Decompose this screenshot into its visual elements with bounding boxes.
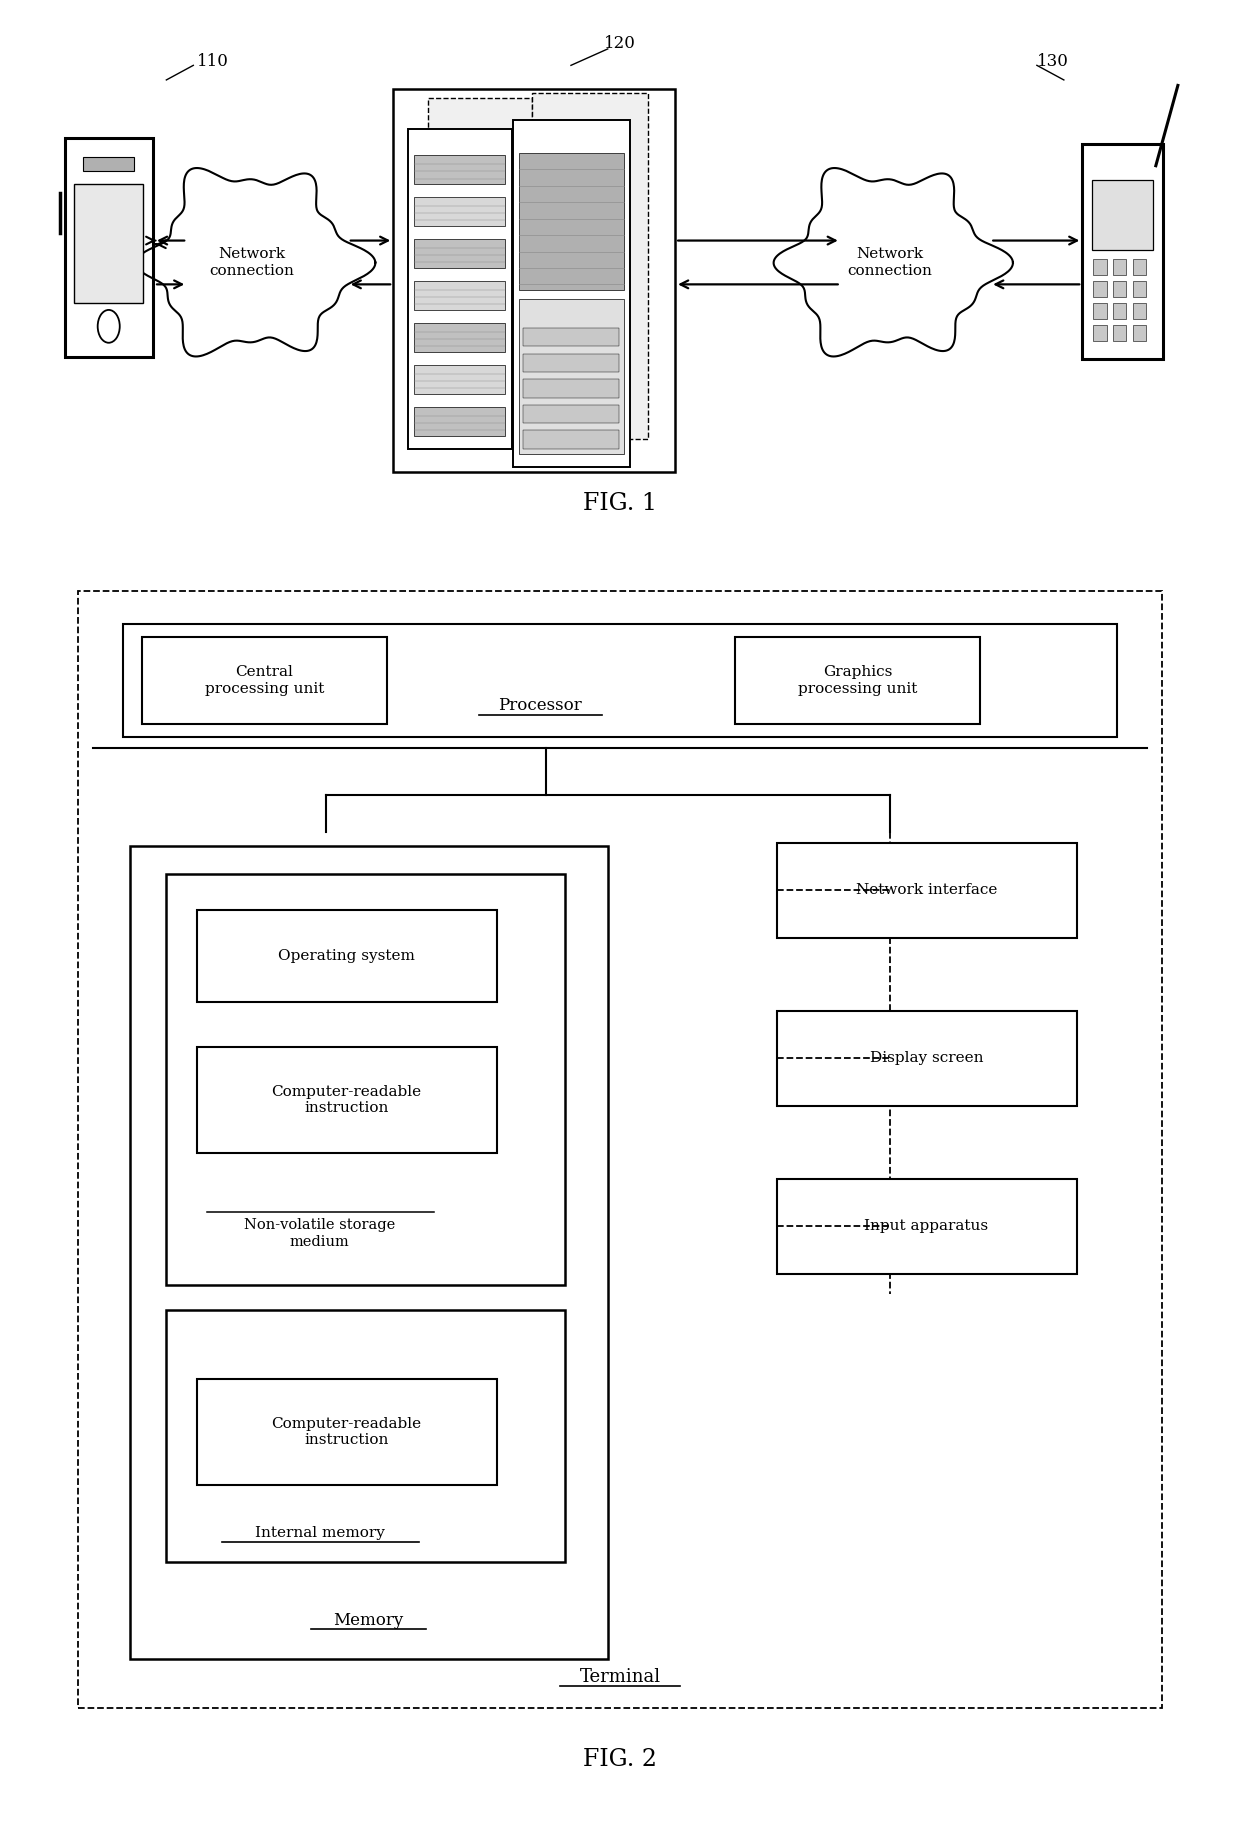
FancyBboxPatch shape: [1094, 324, 1107, 340]
FancyBboxPatch shape: [523, 405, 619, 423]
FancyBboxPatch shape: [1094, 259, 1107, 276]
Text: Central
processing unit: Central processing unit: [205, 666, 324, 695]
FancyBboxPatch shape: [777, 1179, 1078, 1274]
Text: Terminal: Terminal: [579, 1668, 661, 1686]
Text: Graphics
processing unit: Graphics processing unit: [799, 666, 918, 695]
FancyBboxPatch shape: [414, 154, 505, 184]
FancyBboxPatch shape: [166, 874, 565, 1284]
Text: FIG. 2: FIG. 2: [583, 1747, 657, 1771]
Polygon shape: [136, 167, 376, 357]
FancyBboxPatch shape: [777, 842, 1078, 938]
FancyBboxPatch shape: [523, 379, 619, 397]
FancyBboxPatch shape: [64, 138, 153, 357]
Text: FIG. 1: FIG. 1: [583, 491, 657, 515]
Text: 110: 110: [197, 53, 229, 70]
FancyBboxPatch shape: [1112, 303, 1126, 318]
Text: Non-volatile storage
medium: Non-volatile storage medium: [244, 1217, 396, 1249]
Text: Computer-readable
instruction: Computer-readable instruction: [272, 1418, 422, 1447]
FancyBboxPatch shape: [520, 300, 624, 454]
FancyBboxPatch shape: [197, 910, 497, 1002]
FancyBboxPatch shape: [74, 184, 143, 303]
FancyBboxPatch shape: [83, 156, 134, 171]
FancyBboxPatch shape: [735, 636, 981, 725]
FancyBboxPatch shape: [1112, 281, 1126, 298]
Text: Operating system: Operating system: [278, 949, 415, 964]
Text: 120: 120: [604, 35, 636, 51]
FancyBboxPatch shape: [777, 1011, 1078, 1105]
FancyBboxPatch shape: [166, 1309, 565, 1561]
Text: Computer-readable
instruction: Computer-readable instruction: [272, 1085, 422, 1114]
FancyBboxPatch shape: [414, 197, 505, 226]
FancyBboxPatch shape: [1132, 303, 1146, 318]
FancyBboxPatch shape: [197, 1046, 497, 1153]
FancyBboxPatch shape: [1132, 324, 1146, 340]
FancyBboxPatch shape: [1094, 303, 1107, 318]
FancyBboxPatch shape: [414, 239, 505, 268]
FancyBboxPatch shape: [1094, 281, 1107, 298]
FancyBboxPatch shape: [197, 1379, 497, 1486]
Text: Network interface: Network interface: [856, 883, 997, 897]
FancyBboxPatch shape: [523, 353, 619, 371]
FancyBboxPatch shape: [523, 327, 619, 346]
FancyBboxPatch shape: [393, 88, 675, 473]
FancyBboxPatch shape: [523, 430, 619, 449]
Text: Processor: Processor: [498, 697, 582, 715]
FancyBboxPatch shape: [1132, 259, 1146, 276]
FancyBboxPatch shape: [414, 406, 505, 436]
Text: Memory: Memory: [334, 1611, 404, 1629]
FancyBboxPatch shape: [129, 846, 608, 1659]
Polygon shape: [774, 167, 1013, 357]
Text: Network
connection: Network connection: [210, 248, 295, 278]
FancyBboxPatch shape: [141, 636, 387, 725]
FancyBboxPatch shape: [1092, 180, 1153, 250]
FancyBboxPatch shape: [428, 97, 532, 417]
Text: Network
connection: Network connection: [847, 248, 932, 278]
FancyBboxPatch shape: [414, 322, 505, 351]
FancyBboxPatch shape: [1112, 259, 1126, 276]
FancyBboxPatch shape: [414, 364, 505, 394]
FancyBboxPatch shape: [520, 153, 624, 291]
FancyBboxPatch shape: [1112, 324, 1126, 340]
FancyBboxPatch shape: [513, 120, 630, 467]
Text: Display screen: Display screen: [869, 1052, 983, 1065]
FancyBboxPatch shape: [532, 92, 649, 440]
Text: 130: 130: [1037, 53, 1069, 70]
Text: Internal memory: Internal memory: [254, 1526, 384, 1539]
FancyBboxPatch shape: [78, 590, 1162, 1708]
FancyBboxPatch shape: [414, 281, 505, 311]
FancyBboxPatch shape: [1083, 143, 1163, 359]
FancyBboxPatch shape: [124, 623, 1116, 737]
FancyBboxPatch shape: [408, 129, 512, 449]
Text: Input apparatus: Input apparatus: [864, 1219, 988, 1234]
FancyBboxPatch shape: [1132, 281, 1146, 298]
